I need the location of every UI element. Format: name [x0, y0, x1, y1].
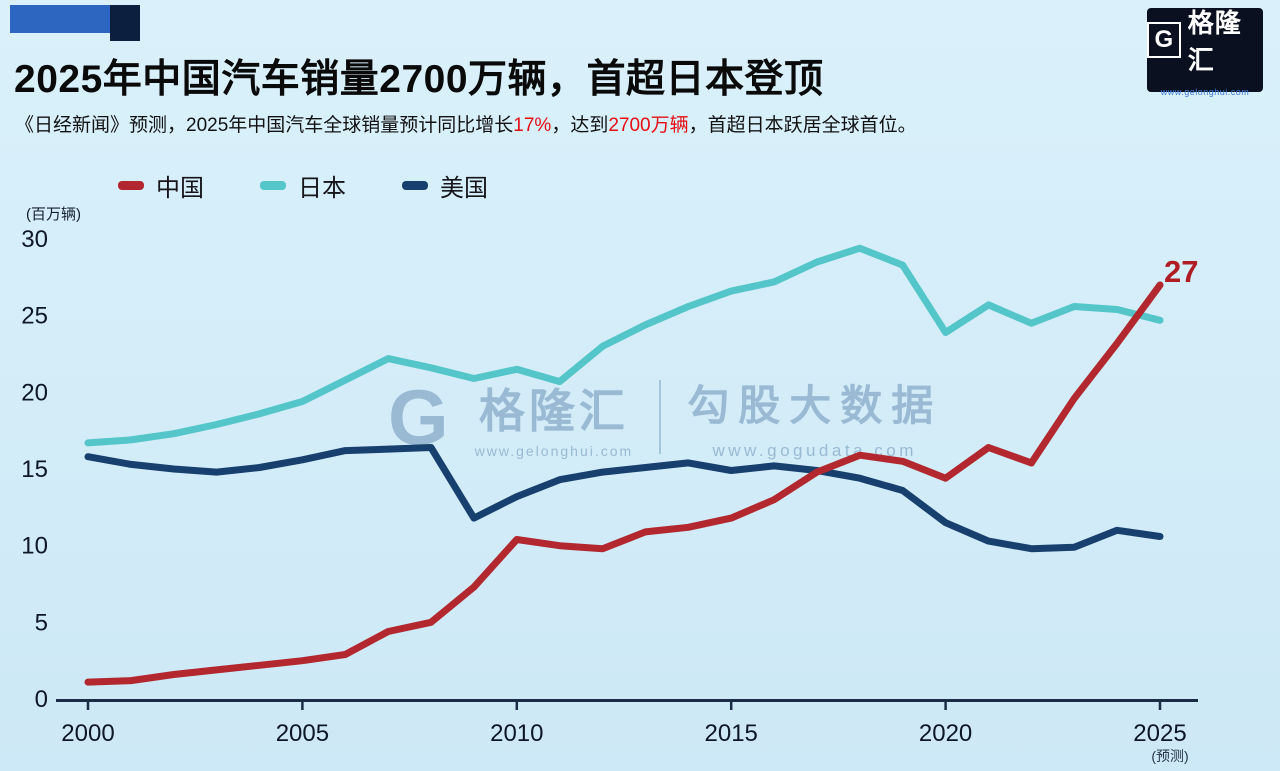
watermark-right: 勾股大数据 www.gogudata.com	[687, 372, 942, 461]
x-axis-forecast-note: (预测)	[1151, 748, 1188, 764]
deco-rect-navy	[110, 5, 140, 41]
x-tick-label: 2020	[919, 720, 972, 747]
watermark-left-url: www.gelonghui.com	[474, 442, 634, 459]
logo-g-icon: G	[1147, 22, 1181, 58]
china-line	[84, 281, 1164, 686]
legend-swatch-japan	[260, 181, 286, 190]
watermark-right-url: www.gogudata.com	[712, 441, 917, 460]
subtitle: 《日经新闻》预测，2025年中国汽车全球销量预计同比增长17%，达到2700万辆…	[15, 110, 917, 137]
usa-line	[84, 444, 1164, 553]
subtitle-text: 《日经新闻》预测，2025年中国汽车全球销量预计同比增长	[15, 115, 514, 136]
watermark: G 格隆汇 www.gelonghui.com 勾股大数据 www.goguda…	[388, 372, 942, 461]
watermark-left: 格隆汇 www.gelonghui.com	[475, 375, 634, 459]
legend-label-japan: 日本	[298, 175, 346, 202]
page-title: 2025年中国汽车销量2700万辆，首超日本登顶	[14, 58, 824, 101]
logo-row: G 格隆汇	[1147, 3, 1263, 77]
y-tick-label: 20	[21, 379, 48, 406]
legend-swatch-usa	[402, 181, 428, 190]
x-tick-label: 2005	[276, 720, 329, 747]
chart-legend: 中国 日本 美国	[118, 168, 488, 203]
y-tick-label: 25	[21, 303, 48, 330]
logo-url: www.gelonghui.com	[1160, 87, 1250, 97]
legend-label-usa: 美国	[440, 175, 488, 202]
y-tick-label: 0	[35, 686, 48, 713]
x-tick-label: 2025	[1133, 720, 1186, 747]
watermark-divider	[659, 379, 662, 454]
watermark-left-name: 格隆汇	[478, 384, 629, 437]
subtitle-text: ，首超日本跃居全球首位。	[688, 115, 917, 136]
logo-name: 格隆汇	[1187, 8, 1242, 75]
y-axis-unit-label: (百万辆)	[26, 206, 81, 223]
legend-item-china: 中国	[118, 168, 204, 203]
y-tick-label: 10	[21, 533, 48, 560]
gelonghui-logo: G 格隆汇 www.gelonghui.com	[1147, 8, 1263, 97]
subtitle-highlight: 2700万辆	[608, 115, 689, 136]
subtitle-highlight: 17%	[513, 115, 552, 136]
legend-item-usa: 美国	[402, 168, 488, 203]
x-tick-label: 2010	[490, 720, 543, 747]
china-2025-value-label: 27	[1164, 254, 1199, 289]
y-tick-label: 30	[21, 226, 48, 253]
legend-label-china: 中国	[156, 175, 204, 202]
y-tick-label: 5	[35, 609, 48, 636]
watermark-g-icon: G	[388, 372, 449, 461]
deco-rect-blue	[10, 5, 110, 33]
y-tick-label: 15	[21, 456, 48, 483]
legend-swatch-china	[118, 181, 144, 190]
x-tick-label: 2015	[705, 720, 758, 747]
x-tick-label: 2000	[61, 720, 114, 747]
watermark-right-name: 勾股大数据	[687, 382, 943, 429]
legend-item-japan: 日本	[260, 168, 346, 203]
subtitle-text: ，达到	[551, 115, 609, 136]
